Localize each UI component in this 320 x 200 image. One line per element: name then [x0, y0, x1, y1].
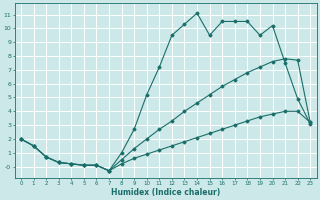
X-axis label: Humidex (Indice chaleur): Humidex (Indice chaleur)	[111, 188, 220, 197]
